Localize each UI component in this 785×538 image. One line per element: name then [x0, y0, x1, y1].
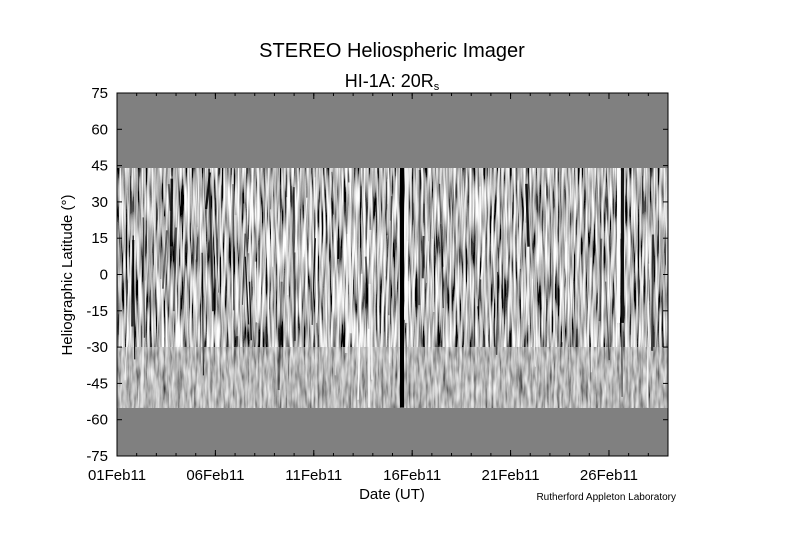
y-tick-label: -75 — [86, 448, 108, 465]
jmap-streak — [561, 241, 567, 343]
jmap-streak — [167, 183, 172, 211]
x-tick-label: 21Feb11 — [482, 467, 540, 484]
jmap-streak — [294, 181, 299, 253]
jmap-streak — [311, 177, 316, 326]
jmap-streak — [344, 233, 350, 354]
plot-area — [114, 92, 669, 457]
jmap-streak — [302, 197, 308, 257]
jmap-streak — [161, 230, 168, 289]
jmap-texture-south — [117, 347, 668, 408]
jmap-streak — [426, 241, 430, 283]
jmap-column — [257, 168, 259, 323]
jmap-streak — [232, 184, 235, 311]
jmap-streak — [421, 235, 425, 279]
jmap-streak — [254, 261, 258, 323]
jmap-column — [316, 168, 318, 323]
jmap-streak — [208, 168, 215, 312]
jmap-streak — [172, 227, 178, 312]
chart-subtitle-subscript: s — [434, 81, 440, 93]
jmap-streak — [292, 187, 296, 341]
y-tick-label: -30 — [86, 339, 108, 356]
y-tick-label: 15 — [91, 230, 108, 247]
y-tick-label: 30 — [91, 194, 108, 211]
y-tick-label: 0 — [100, 267, 108, 284]
y-tick-label: -45 — [86, 375, 108, 392]
jmap-streak — [369, 229, 373, 380]
jmap-streak — [480, 252, 485, 280]
jmap-streak — [195, 227, 198, 260]
jmap-streak — [124, 282, 130, 380]
jmap-streak — [241, 233, 246, 305]
jmap-streak — [270, 209, 274, 267]
y-tick-label: 75 — [91, 85, 108, 102]
y-tick-label: -60 — [86, 412, 108, 429]
x-tick-label: 11Feb11 — [285, 467, 342, 484]
jmap-streak — [201, 252, 204, 376]
jmap-streak — [598, 238, 603, 322]
jmap-streak — [160, 278, 165, 338]
jmap-streak — [367, 283, 371, 408]
x-tick-label: 26Feb11 — [580, 467, 638, 484]
jmap-streak — [240, 203, 245, 340]
x-axis-label: Date (UT) — [359, 486, 425, 503]
credit-label: Rutherford Appleton Laboratory — [536, 492, 676, 503]
jmap-streak — [214, 209, 219, 293]
jmap-streak — [646, 263, 650, 408]
jmap-streak — [142, 217, 146, 338]
jmap-column — [621, 168, 624, 323]
jmap-streak — [234, 215, 239, 337]
jmap-streak — [169, 178, 174, 247]
y-axis-label: Heliographic Latitude (°) — [59, 194, 76, 355]
jmap-streak — [431, 238, 435, 313]
y-axis: 75 60 45 30 15 0 -15 -30 -45 -60 -75 — [86, 85, 668, 465]
y-tick-label: 60 — [91, 121, 108, 138]
jmap-streak — [531, 278, 536, 367]
x-axis: 01Feb11 06Feb11 11Feb11 16Feb11 21Feb11 26Feb… — [88, 93, 669, 484]
jmap-streak — [331, 171, 335, 215]
jmap-streak — [247, 182, 253, 254]
x-tick-label: 06Feb11 — [186, 467, 244, 484]
jmap-column — [405, 168, 408, 323]
jmap-streak — [277, 281, 283, 391]
jmap-streak — [357, 273, 363, 400]
jmap-streak — [438, 183, 444, 309]
jmap-column — [400, 168, 404, 408]
jmap-streak — [334, 258, 340, 376]
jmap-features — [114, 168, 655, 408]
jmap-streak — [496, 271, 499, 355]
jmap-streak — [525, 183, 530, 247]
y-tick-label: -15 — [86, 303, 108, 320]
chart-subtitle: HI-1A: 20Rs — [345, 71, 440, 93]
jmap-streak — [348, 182, 352, 334]
chart-subtitle-main: HI-1A: 20R — [345, 71, 434, 91]
jmap-streak — [384, 235, 389, 277]
jmap-streak — [604, 281, 610, 361]
jmap-streak — [418, 170, 421, 306]
y-tick-label: 45 — [91, 158, 108, 175]
jmap-streak — [286, 197, 289, 296]
jmap-streak — [476, 186, 481, 307]
jmap-streak — [248, 281, 252, 341]
chart-title: STEREO Heliospheric Imager — [259, 40, 525, 62]
jmap-column — [617, 168, 620, 323]
jmap-streak — [126, 189, 132, 257]
jmap-streak — [517, 180, 521, 269]
jmap-streak — [244, 256, 250, 325]
x-tick-label: 16Feb11 — [383, 467, 441, 484]
jmap-streak — [524, 222, 530, 326]
x-tick-label: 01Feb11 — [88, 467, 146, 484]
jmap-streak — [651, 234, 655, 351]
jmap-streak — [132, 235, 136, 360]
